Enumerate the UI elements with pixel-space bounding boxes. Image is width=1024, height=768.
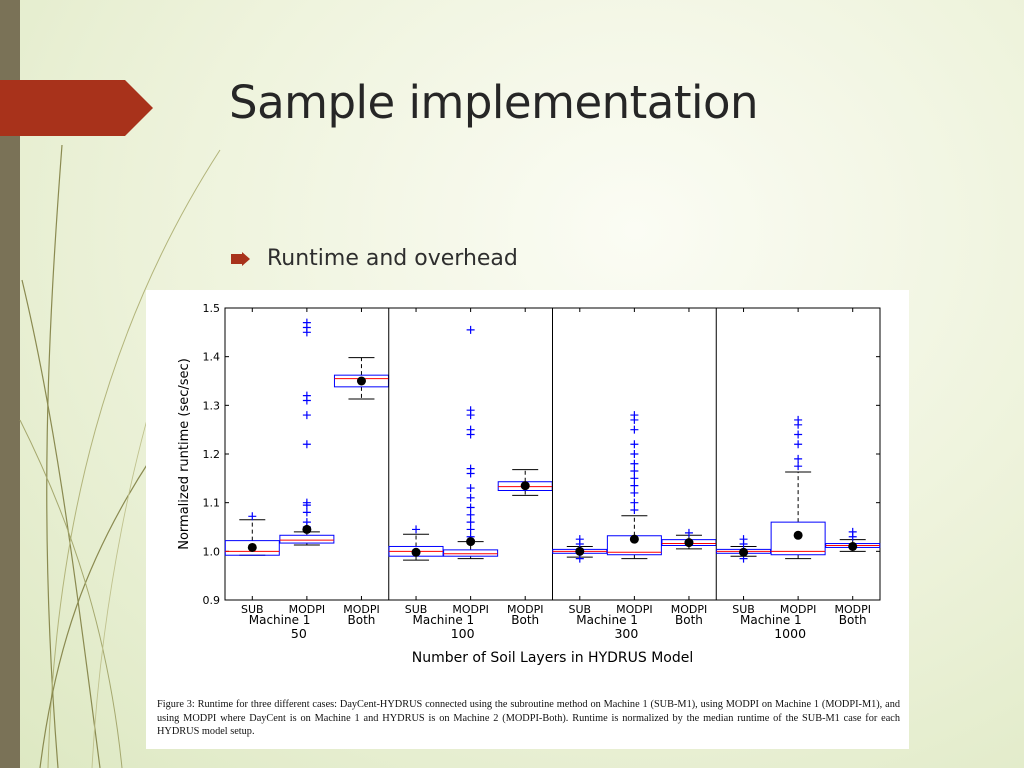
both-label: Both: [675, 613, 703, 627]
mean-marker: [520, 481, 530, 491]
bullet-text: Runtime and overhead: [267, 246, 518, 271]
mean-marker: [629, 534, 639, 544]
y-tick-label: 1.1: [203, 497, 221, 510]
flier-marker: [630, 450, 639, 458]
flier-marker: [466, 425, 475, 434]
y-tick-label: 0.9: [203, 594, 221, 607]
mean-marker: [247, 542, 257, 552]
arrow-right-icon: [231, 251, 250, 266]
flier-marker: [302, 318, 311, 327]
flier-marker: [630, 481, 639, 490]
machine-label: Machine 1: [576, 613, 638, 627]
flier-marker: [466, 518, 475, 527]
flier-marker: [630, 474, 639, 483]
flier-marker: [466, 325, 475, 334]
x-tick-label: SUB: [405, 603, 428, 616]
flier-marker: [302, 518, 311, 527]
box: [224, 540, 280, 556]
flier-marker: [794, 454, 803, 463]
flier-marker: [794, 430, 803, 439]
flier-marker: [575, 554, 584, 563]
x-tick-label: MODPI: [671, 603, 708, 616]
flier-marker: [466, 525, 475, 534]
flier-marker: [466, 464, 475, 473]
flier-marker: [739, 535, 748, 544]
flier-marker: [794, 415, 803, 424]
y-tick-label: 1.2: [203, 448, 221, 461]
x-tick-label: SUB: [732, 603, 755, 616]
flier-marker: [466, 493, 475, 502]
x-tick-label: MODPI: [289, 603, 326, 616]
flier-marker: [575, 535, 584, 544]
mean-marker: [302, 524, 312, 534]
mean-marker: [684, 538, 694, 548]
flier-marker: [466, 510, 475, 519]
box: [279, 534, 335, 544]
box-plot-chart: 0.9 1.0 1.1 1.2 1.3 1.4 1.5 Normalized runtime …: [177, 302, 881, 666]
group-label: 300: [614, 626, 638, 641]
group-label: 50: [291, 626, 307, 641]
flier-marker: [794, 440, 803, 449]
y-axis-label: Normalized runtime (sec/sec): [177, 358, 192, 550]
flier-marker: [466, 503, 475, 512]
figure-panel: 0.9 1.0 1.1 1.2 1.3 1.4 1.5 Normalized runtime …: [146, 290, 909, 749]
title-arrow-banner: [0, 80, 153, 136]
mean-marker: [793, 530, 803, 540]
group-label: 1000: [774, 626, 806, 641]
flier-marker: [684, 528, 693, 537]
machine-label: Machine 1: [249, 613, 311, 627]
machine-label: Machine 1: [412, 613, 474, 627]
flier-marker: [248, 512, 257, 521]
box: [770, 521, 826, 556]
x-tick-label: MODPI: [507, 603, 544, 616]
y-tick-label: 1.5: [203, 302, 221, 315]
figure-caption: Figure 3: Runtime for three different ca…: [157, 699, 900, 738]
x-tick-label: MODPI: [834, 603, 871, 616]
flier-marker: [630, 440, 639, 449]
box: [443, 549, 499, 557]
sidebar-band: [0, 0, 20, 768]
flier-marker: [630, 425, 639, 434]
flier-marker: [630, 488, 639, 497]
both-label: Both: [511, 613, 539, 627]
mean-marker: [575, 546, 585, 556]
flier-marker: [466, 484, 475, 493]
mean-marker: [411, 547, 421, 557]
x-tick-label: MODPI: [616, 603, 653, 616]
machine-label: Machine 1: [740, 613, 802, 627]
flier-marker: [302, 411, 311, 420]
flier-marker: [302, 391, 311, 400]
x-axis-label: Number of Soil Layers in HYDRUS Model: [412, 650, 694, 666]
decorative-stems: [19, 144, 221, 768]
y-tick-label: 1.4: [203, 351, 221, 364]
bullet-item: Runtime and overhead: [231, 246, 518, 271]
flier-marker: [630, 467, 639, 476]
flier-marker: [630, 459, 639, 468]
mean-marker: [356, 376, 366, 386]
flier-marker: [630, 498, 639, 507]
flier-marker: [412, 525, 421, 534]
flier-marker: [630, 411, 639, 420]
flier-marker: [466, 406, 475, 415]
x-tick-label: MODPI: [343, 603, 380, 616]
flier-marker: [302, 498, 311, 507]
mean-marker: [848, 541, 858, 551]
flier-marker: [302, 508, 311, 517]
y-tick-label: 1.3: [203, 399, 221, 412]
x-tick-label: SUB: [568, 603, 591, 616]
flier-marker: [848, 527, 857, 536]
x-tick-label: MODPI: [452, 603, 489, 616]
mean-marker: [466, 537, 476, 547]
y-tick-label: 1.0: [203, 545, 221, 558]
both-label: Both: [348, 613, 376, 627]
x-tick-label: SUB: [241, 603, 264, 616]
mean-marker: [739, 547, 749, 557]
slide-title: Sample implementation: [229, 76, 759, 129]
both-label: Both: [839, 613, 867, 627]
flier-marker: [794, 462, 803, 471]
group-label: 100: [451, 626, 475, 641]
flier-marker: [302, 440, 311, 449]
flier-marker: [630, 505, 639, 514]
x-tick-label: MODPI: [780, 603, 817, 616]
